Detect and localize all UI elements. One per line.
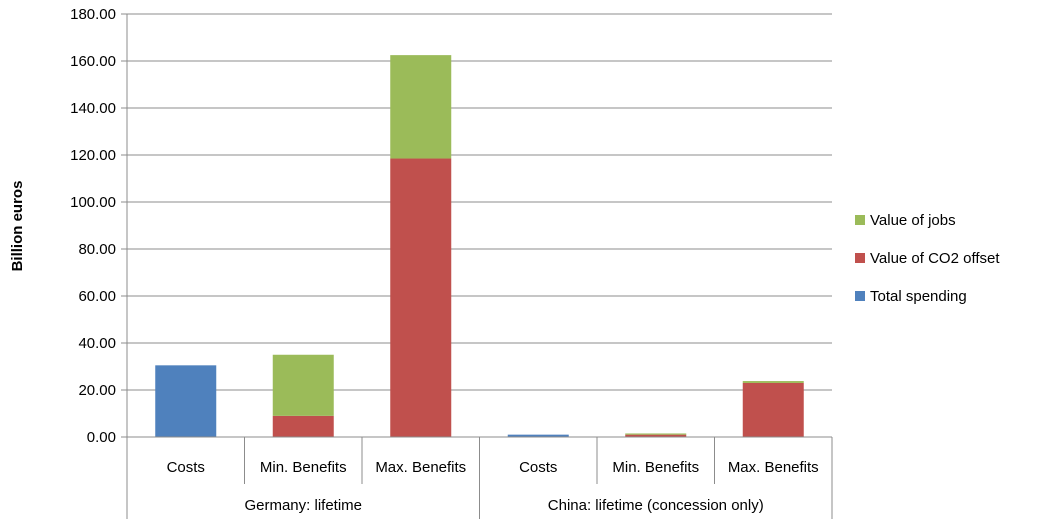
bar-segment <box>742 382 804 437</box>
axes <box>126 14 833 519</box>
y-tick-label: 160.00 <box>70 53 116 70</box>
x-category-label: Min. Benefits <box>612 459 699 476</box>
bar-segment <box>390 55 452 159</box>
y-tick-label: 20.00 <box>78 382 116 399</box>
bar-segment <box>272 415 334 437</box>
y-tick-label: 120.00 <box>70 147 116 164</box>
legend-swatch <box>855 291 865 301</box>
legend-label: Value of jobs <box>870 212 956 229</box>
y-tick-label: 60.00 <box>78 288 116 305</box>
y-axis-title: Billion euros <box>9 181 26 272</box>
y-tick-label: 100.00 <box>70 194 116 211</box>
y-tick-label: 80.00 <box>78 241 116 258</box>
x-group-label: Germany: lifetime <box>244 497 362 514</box>
bar-segment <box>272 354 334 416</box>
x-category-label: Max. Benefits <box>728 459 819 476</box>
y-tick-label: 180.00 <box>70 6 116 23</box>
x-category-label: Costs <box>167 459 205 476</box>
gridlines <box>121 13 832 438</box>
bar-segment <box>155 365 217 437</box>
bars <box>155 55 804 437</box>
y-tick-label: 40.00 <box>78 335 116 352</box>
bar-segment <box>625 433 687 435</box>
x-category-label: Max. Benefits <box>375 459 466 476</box>
bar-segment <box>742 381 804 383</box>
y-tick-label: 0.00 <box>87 429 116 446</box>
legend-swatch <box>855 253 865 263</box>
legend-label: Value of CO2 offset <box>870 250 1000 267</box>
legend-swatch <box>855 215 865 225</box>
x-category-label: Min. Benefits <box>260 459 347 476</box>
bar-segment <box>507 434 569 437</box>
legend-label: Total spending <box>870 288 967 305</box>
bar-segment <box>390 158 452 437</box>
y-tick-label: 140.00 <box>70 100 116 117</box>
x-axis-labels: Costs Min. Benefits Max. Benefits Costs Min.… <box>167 459 819 514</box>
x-category-label: Costs <box>519 459 557 476</box>
bar-segment <box>625 434 687 437</box>
y-axis-tick-labels: 0.00 20.00 40.00 60.00 80.00 100.00 120.00 140.… <box>70 6 116 446</box>
legend: Value of jobs Value of CO2 offset Total sp… <box>855 212 1000 305</box>
x-group-label: China: lifetime (concession only) <box>548 497 764 514</box>
